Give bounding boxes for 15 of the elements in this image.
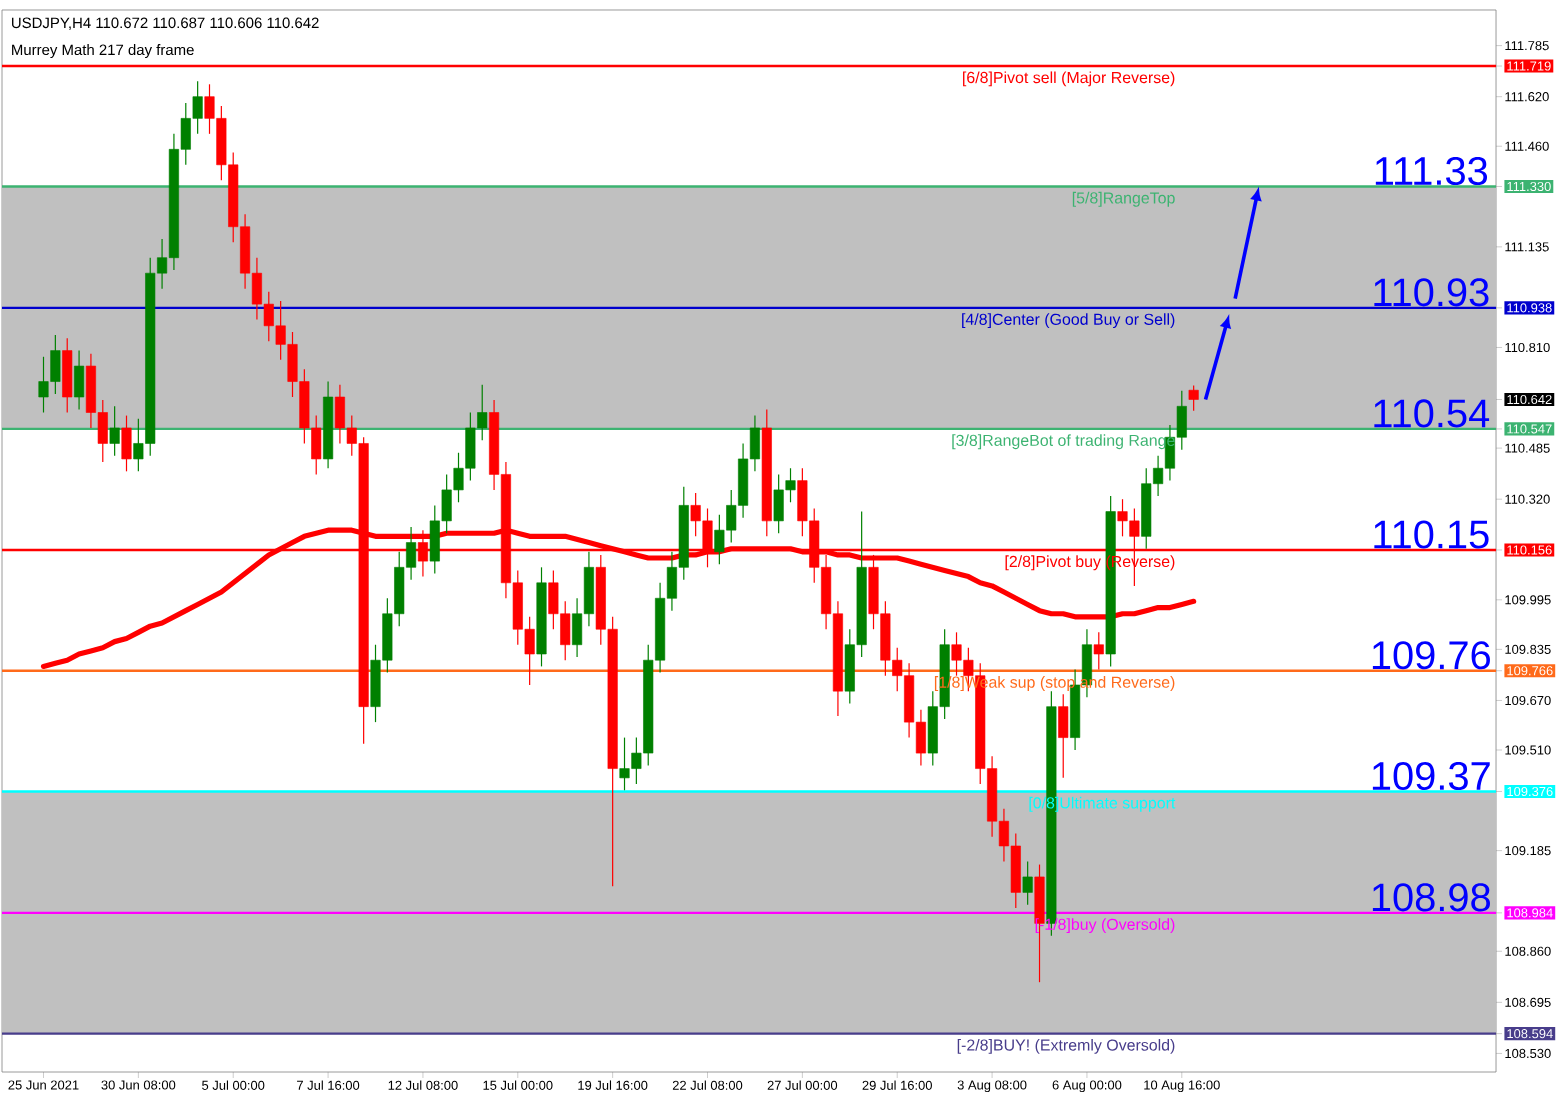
candlestick — [1022, 860, 1033, 906]
annotation: 109.76 — [1372, 641, 1490, 670]
annotation: 108.98 — [1372, 883, 1490, 912]
candlestick — [1058, 693, 1069, 779]
annotation: 110.93 — [1374, 278, 1489, 307]
annotation: 110.54 — [1374, 399, 1490, 428]
candlestick — [62, 337, 73, 414]
annotation: 111.33 — [1375, 156, 1488, 186]
candlestick — [109, 405, 120, 457]
candlestick — [1093, 631, 1104, 671]
candlestick — [1188, 384, 1199, 412]
candlestick — [74, 349, 85, 411]
candlestick — [121, 414, 132, 472]
annotation: 110.15 — [1374, 520, 1489, 549]
annotation: 109.37 — [1372, 761, 1490, 791]
